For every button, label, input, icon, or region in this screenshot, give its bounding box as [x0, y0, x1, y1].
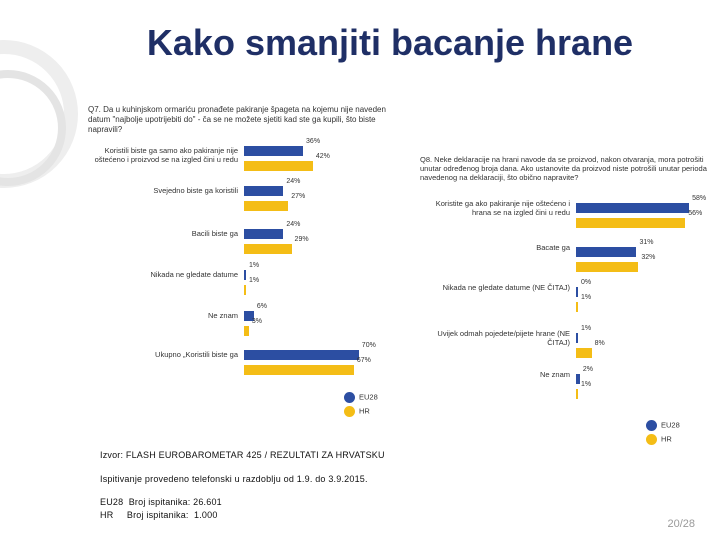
category-label: Nikada ne gledate datume (NE ČITAJ) [442, 283, 570, 292]
category-label: Nikada ne gledate datume [150, 270, 238, 279]
bar-hr [244, 244, 292, 254]
decorative-rings [0, 0, 80, 540]
data-label: 56% [688, 210, 703, 217]
left-chart-question: Q7. Da u kuhinjskom ormariću pronađete p… [88, 105, 386, 134]
bar-hr [244, 326, 249, 336]
category-label: Koristite ga ako pakiranje nije oštećeno… [435, 199, 570, 217]
bar-eu28 [576, 247, 637, 257]
data-label: 8% [594, 340, 605, 347]
bar-hr [576, 262, 639, 272]
legend-label: HR [661, 434, 672, 444]
data-label: 31% [639, 239, 654, 246]
data-label: 1% [581, 381, 592, 388]
legend-label: HR [359, 406, 370, 416]
bar-hr [576, 348, 592, 358]
bar-hr [244, 161, 313, 171]
hr-flag-icon [344, 406, 355, 417]
data-label: 24% [286, 221, 301, 228]
bar-eu28 [244, 270, 246, 280]
bar-eu28 [244, 146, 304, 156]
data-label: 70% [361, 342, 376, 349]
data-label: 27% [291, 193, 306, 200]
left-legend-hr: HR [344, 406, 370, 417]
right-legend-hr: HR [646, 434, 672, 445]
data-label: 1% [581, 294, 592, 301]
legend-label: EU28 [661, 420, 680, 430]
data-label: 36% [306, 138, 321, 145]
category-label: Bacili biste ga [191, 229, 238, 238]
eu-flag-icon [344, 392, 355, 403]
survey-note: Ispitivanje provedeno telefonski u razdo… [100, 474, 368, 484]
category-label: Koristili biste ga samo ako pakiranje ni… [94, 146, 238, 164]
data-label: 42% [315, 153, 330, 160]
hr-respondents-note: HR Broj ispitanika: 1.000 [100, 510, 218, 520]
eu-flag-icon [646, 420, 657, 431]
category-label: Ne znam [207, 311, 238, 320]
page-number: 20/28 [667, 518, 695, 530]
bar-eu28 [244, 186, 284, 196]
data-label: 67% [356, 357, 371, 364]
bar-eu28 [576, 203, 690, 213]
data-label: 58% [692, 195, 707, 202]
data-label: 1% [249, 262, 260, 269]
category-label: Ukupno „Koristili biste ga [155, 350, 238, 359]
bar-hr [244, 285, 246, 295]
data-label: 3% [251, 318, 263, 325]
data-label: 0% [581, 279, 592, 286]
eu-respondents-note: EU28 Broj ispitanika: 26.601 [100, 497, 222, 507]
data-label: 24% [286, 178, 301, 185]
page-title: Kako smanjiti bacanje hrane [146, 22, 634, 63]
category-label: Bacate ga [536, 243, 570, 252]
bar-hr [576, 302, 578, 312]
right-chart-question: Q8. Neke deklaracije na hrani navode da … [420, 155, 707, 182]
legend-label: EU28 [359, 392, 378, 402]
bar-eu28 [576, 374, 580, 384]
bar-eu28 [244, 229, 284, 239]
data-label: 32% [641, 254, 656, 261]
bar-hr [244, 201, 289, 211]
data-label: 1% [581, 325, 592, 332]
data-label: 2% [582, 366, 594, 373]
category-label: Svejedno biste ga koristili [153, 186, 238, 195]
left-legend-eu28: EU28 [344, 392, 378, 403]
right-legend-eu28: EU28 [646, 420, 680, 431]
category-label: Uvijek odmah pojedete/pijete hrane (NE Č… [437, 329, 570, 347]
data-label: 6% [256, 303, 267, 310]
source-note: Izvor: FLASH EUROBAROMETAR 425 / REZULTA… [100, 450, 385, 460]
bar-eu28 [576, 287, 578, 297]
data-label: 29% [294, 236, 309, 243]
bar-eu28 [244, 350, 359, 360]
data-label: 1% [249, 277, 260, 284]
category-label: Ne znam [539, 370, 570, 379]
bar-eu28 [244, 311, 254, 321]
bar-eu28 [576, 333, 578, 343]
bar-hr [576, 389, 578, 399]
bar-hr [576, 218, 686, 228]
bar-hr [244, 365, 354, 375]
hr-flag-icon [646, 434, 657, 445]
